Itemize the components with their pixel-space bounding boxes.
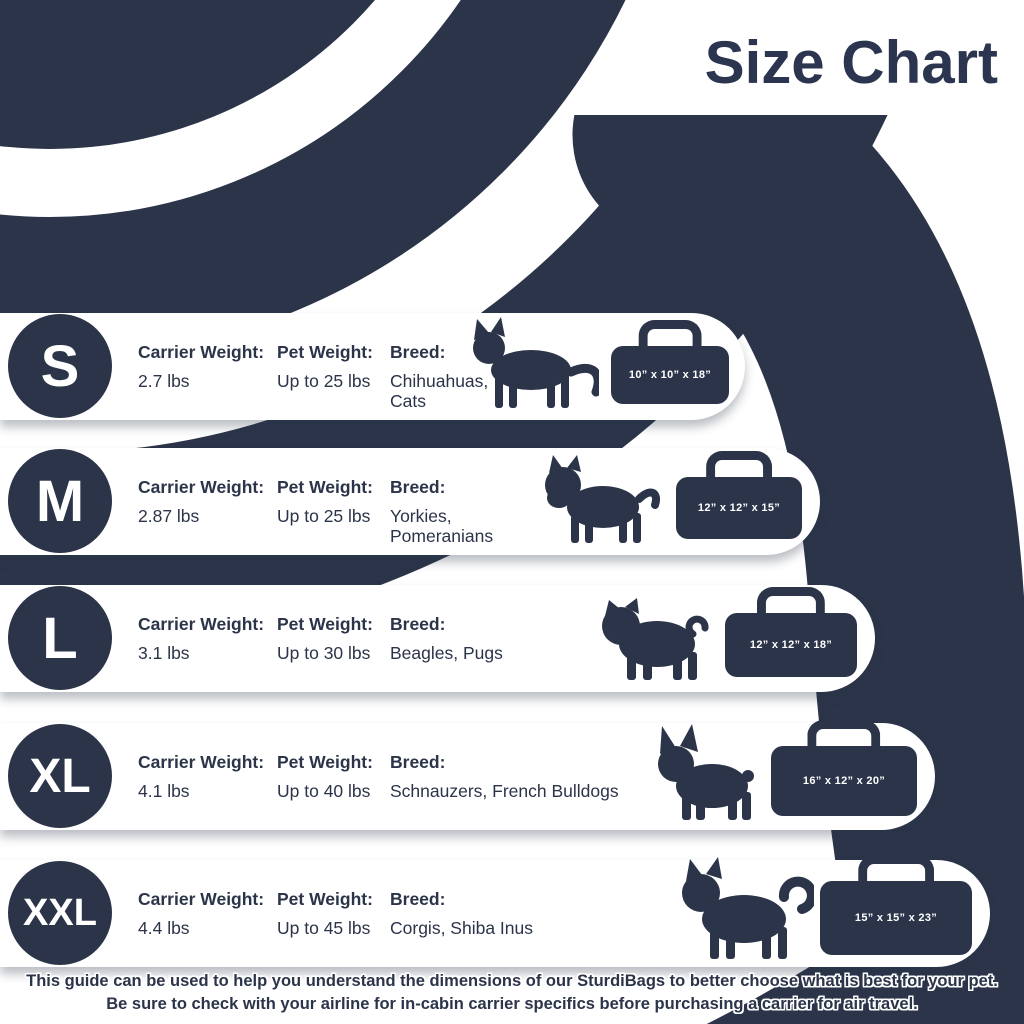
breed-label: Breed:: [390, 342, 446, 362]
pet-weight-column: Pet Weight: Up to 40 lbs: [277, 752, 393, 802]
pet-weight-column: Pet Weight: Up to 30 lbs: [277, 614, 393, 664]
breed-value: Yorkies, Pomeranians: [390, 506, 494, 546]
carrier-weight-label: Carrier Weight:: [138, 889, 265, 909]
page-title: Size Chart: [704, 29, 998, 96]
carrier-weight-value: 4.1 lbs: [138, 781, 190, 801]
size-badge: XL: [8, 724, 112, 828]
carrier-dimensions: 12” x 12” x 18”: [749, 639, 833, 651]
carrier-dimensions: 10” x 10” x 18”: [628, 369, 712, 381]
carrier-weight-label: Carrier Weight:: [138, 477, 265, 497]
carrier-bag-icon: 16” x 12” x 20”: [771, 746, 917, 816]
carrier-weight-column: Carrier Weight: 4.4 lbs: [138, 889, 270, 939]
size-row-l: L Carrier Weight: 3.1 lbs Pet Weight: Up…: [0, 585, 875, 692]
pet-weight-value: Up to 40 lbs: [277, 781, 371, 801]
french-bulldog-icon: [650, 722, 765, 822]
size-row-m: M Carrier Weight: 2.87 lbs Pet Weight: U…: [0, 448, 820, 555]
breed-value: Chihuahuas, Cats: [390, 371, 489, 411]
breed-column: Breed: Schnauzers, French Bulldogs: [390, 752, 645, 802]
pet-weight-column: Pet Weight: Up to 25 lbs: [277, 477, 393, 527]
carrier-weight-value: 4.4 lbs: [138, 918, 190, 938]
carrier-bag-icon: 12” x 12” x 18”: [725, 613, 857, 677]
carrier-weight-column: Carrier Weight: 3.1 lbs: [138, 614, 270, 664]
breed-label: Breed:: [390, 614, 446, 634]
carrier-dimensions: 15” x 15” x 23”: [854, 912, 938, 924]
pet-weight-value: Up to 25 lbs: [277, 371, 371, 391]
size-row-xl: XL Carrier Weight: 4.1 lbs Pet Weight: U…: [0, 723, 935, 830]
carrier-weight-label: Carrier Weight:: [138, 752, 265, 772]
carrier-weight-value: 3.1 lbs: [138, 643, 190, 663]
breed-column: Breed: Beagles, Pugs: [390, 614, 565, 664]
pet-weight-value: Up to 30 lbs: [277, 643, 371, 663]
shiba-icon: [674, 853, 814, 961]
breed-label: Breed:: [390, 889, 446, 909]
breed-column: Breed: Chihuahuas, Cats: [390, 342, 500, 411]
breed-column: Breed: Corgis, Shiba Inus: [390, 889, 605, 939]
pet-weight-label: Pet Weight:: [277, 342, 373, 362]
breed-value: Corgis, Shiba Inus: [390, 918, 533, 938]
pet-weight-value: Up to 45 lbs: [277, 918, 371, 938]
breed-value: Beagles, Pugs: [390, 643, 503, 663]
pet-weight-label: Pet Weight:: [277, 889, 373, 909]
size-badge: S: [8, 314, 112, 418]
cat-icon: [459, 314, 599, 410]
breed-column: Breed: Yorkies, Pomeranians: [390, 477, 515, 546]
pug-icon: [595, 590, 715, 682]
pet-weight-label: Pet Weight:: [277, 477, 373, 497]
pet-weight-label: Pet Weight:: [277, 752, 373, 772]
carrier-weight-column: Carrier Weight: 2.87 lbs: [138, 477, 270, 527]
carrier-bag-icon: 15” x 15” x 23”: [820, 881, 972, 955]
carrier-weight-label: Carrier Weight:: [138, 614, 265, 634]
breed-label: Breed:: [390, 752, 446, 772]
size-badge: L: [8, 586, 112, 690]
pet-weight-column: Pet Weight: Up to 25 lbs: [277, 342, 393, 392]
carrier-weight-value: 2.87 lbs: [138, 506, 200, 526]
size-row-s: S Carrier Weight: 2.7 lbs Pet Weight: Up…: [0, 313, 745, 420]
carrier-weight-label: Carrier Weight:: [138, 342, 265, 362]
size-row-xxl: XXL Carrier Weight: 4.4 lbs Pet Weight: …: [0, 857, 990, 967]
pet-weight-value: Up to 25 lbs: [277, 506, 371, 526]
footer-line-1: This guide can be used to help you under…: [26, 972, 998, 991]
carrier-dimensions: 12” x 12” x 15”: [697, 502, 781, 514]
size-badge: M: [8, 449, 112, 553]
carrier-weight-column: Carrier Weight: 4.1 lbs: [138, 752, 270, 802]
size-badge: XXL: [8, 861, 112, 965]
pet-weight-column: Pet Weight: Up to 45 lbs: [277, 889, 393, 939]
carrier-dimensions: 16” x 12” x 20”: [802, 775, 886, 787]
carrier-weight-column: Carrier Weight: 2.7 lbs: [138, 342, 270, 392]
carrier-weight-value: 2.7 lbs: [138, 371, 190, 391]
breed-label: Breed:: [390, 477, 446, 497]
yorkie-icon: [537, 453, 662, 545]
carrier-bag-icon: 12” x 12” x 15”: [676, 477, 802, 539]
footer-note: This guide can be used to help you under…: [0, 970, 1024, 1015]
pet-weight-label: Pet Weight:: [277, 614, 373, 634]
carrier-bag-icon: 10” x 10” x 18”: [611, 346, 729, 404]
footer-line-2: Be sure to check with your airline for i…: [106, 994, 918, 1013]
breed-value: Schnauzers, French Bulldogs: [390, 781, 619, 801]
